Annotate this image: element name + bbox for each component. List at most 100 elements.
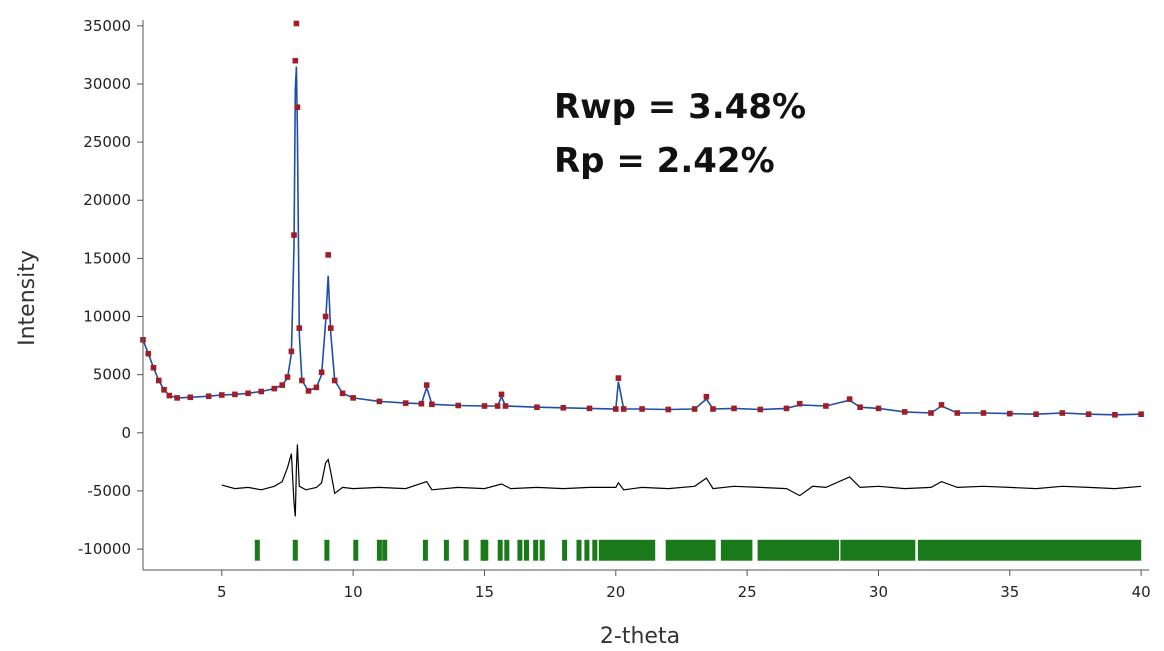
observed-point xyxy=(166,392,173,399)
reflection-tick xyxy=(483,539,489,561)
observed-point xyxy=(534,404,540,410)
y-tick-label: -5000 xyxy=(87,482,131,500)
observed-point xyxy=(232,391,238,398)
x-tick-label: 40 xyxy=(1132,583,1151,601)
observed-point xyxy=(954,410,961,416)
observed-point xyxy=(1059,410,1066,416)
observed-point xyxy=(279,382,285,388)
observed-point xyxy=(331,377,338,384)
observed-point xyxy=(423,382,430,388)
observed-point xyxy=(928,410,934,416)
reflection-tick xyxy=(576,539,582,561)
reflection-tick xyxy=(584,539,590,561)
plot-area xyxy=(143,20,1149,570)
observed-point xyxy=(187,394,194,401)
reflection-band xyxy=(720,539,753,561)
difference-curve-group xyxy=(221,444,1142,517)
x-tick-label: 20 xyxy=(606,583,625,601)
observed-point xyxy=(418,400,425,407)
observed-point xyxy=(846,396,853,402)
annotation-rwp: Rwp = 3.48% xyxy=(554,87,806,127)
observed-point xyxy=(305,388,312,394)
observed-point xyxy=(328,325,334,331)
reflection-tick xyxy=(443,539,449,561)
observed-point xyxy=(1033,411,1039,417)
observed-point xyxy=(292,57,299,64)
observed-point xyxy=(313,384,320,391)
reflection-tick xyxy=(422,539,428,561)
reflection-band xyxy=(757,539,839,561)
observed-point xyxy=(1112,412,1118,418)
reflection-tick xyxy=(324,539,330,561)
observed-point xyxy=(271,385,278,392)
y-tick-label: 25000 xyxy=(83,133,131,151)
x-tick-label: 25 xyxy=(738,583,757,601)
observed-point xyxy=(455,402,461,409)
observed-point xyxy=(150,364,157,371)
observed-point xyxy=(293,20,300,27)
y-tick-label: 30000 xyxy=(83,75,131,93)
reflection-tick xyxy=(539,539,545,561)
reflection-tick xyxy=(517,539,523,561)
reflection-band xyxy=(602,539,656,561)
observed-point xyxy=(481,403,488,409)
y-axis-title: Intensity xyxy=(15,250,40,346)
observed-point xyxy=(402,400,409,406)
observed-point xyxy=(429,401,435,408)
reflection-band xyxy=(840,539,916,561)
observed-point xyxy=(258,388,264,395)
observed-point xyxy=(796,400,803,407)
y-tick-label: -10000 xyxy=(78,540,131,558)
observed-point xyxy=(350,395,356,401)
observed-point xyxy=(288,348,295,355)
y-tick-label: 15000 xyxy=(83,249,131,267)
y-tick-label: 0 xyxy=(121,424,131,442)
reflection-tick xyxy=(592,539,598,561)
reflection-ticks-group xyxy=(254,539,1142,561)
observed-point xyxy=(783,405,790,412)
reflection-tick xyxy=(254,539,260,561)
x-tick-label: 30 xyxy=(869,583,888,601)
reflection-tick xyxy=(480,539,486,561)
observed-point xyxy=(823,403,829,409)
observed-point xyxy=(980,410,987,416)
observed-point xyxy=(1138,411,1144,417)
difference-curve xyxy=(221,444,1142,517)
observed-point xyxy=(691,406,698,412)
y-tick-label: 5000 xyxy=(93,366,131,384)
annotation-rp: Rp = 2.42% xyxy=(554,141,775,181)
reflection-tick xyxy=(376,539,382,561)
observed-point xyxy=(639,406,645,412)
observed-point xyxy=(245,390,251,397)
observed-point xyxy=(174,395,180,401)
observed-point xyxy=(376,398,383,405)
reflection-tick xyxy=(353,539,359,561)
observed-point xyxy=(710,406,716,412)
observed-point xyxy=(299,377,305,384)
observed-point xyxy=(613,406,619,412)
reflection-tick xyxy=(524,539,529,561)
observed-point xyxy=(205,393,212,399)
y-tick-label: 20000 xyxy=(83,191,131,209)
observed-point xyxy=(875,405,882,412)
x-tick-label: 5 xyxy=(217,583,227,601)
observed-point xyxy=(731,405,737,412)
observed-point xyxy=(325,252,331,258)
reflection-band xyxy=(917,539,1142,561)
reflection-tick xyxy=(463,539,469,561)
y-tick-label: 10000 xyxy=(83,308,131,326)
observed-point xyxy=(615,375,622,381)
observed-point xyxy=(857,404,863,410)
reflection-tick xyxy=(504,539,510,561)
x-tick-label: 10 xyxy=(344,583,363,601)
reflection-tick xyxy=(382,539,388,561)
observed-point xyxy=(938,402,945,408)
tick-labels-group: 5 10 15 20 25 30 35 40 35000 30000 25000 20000 15000… xyxy=(78,17,1151,601)
observed-point xyxy=(156,377,162,384)
observed-point xyxy=(901,409,908,415)
observed-point xyxy=(291,232,297,238)
observed-point xyxy=(502,403,509,409)
observed-point xyxy=(339,390,346,397)
observed-points-group xyxy=(140,20,1144,418)
